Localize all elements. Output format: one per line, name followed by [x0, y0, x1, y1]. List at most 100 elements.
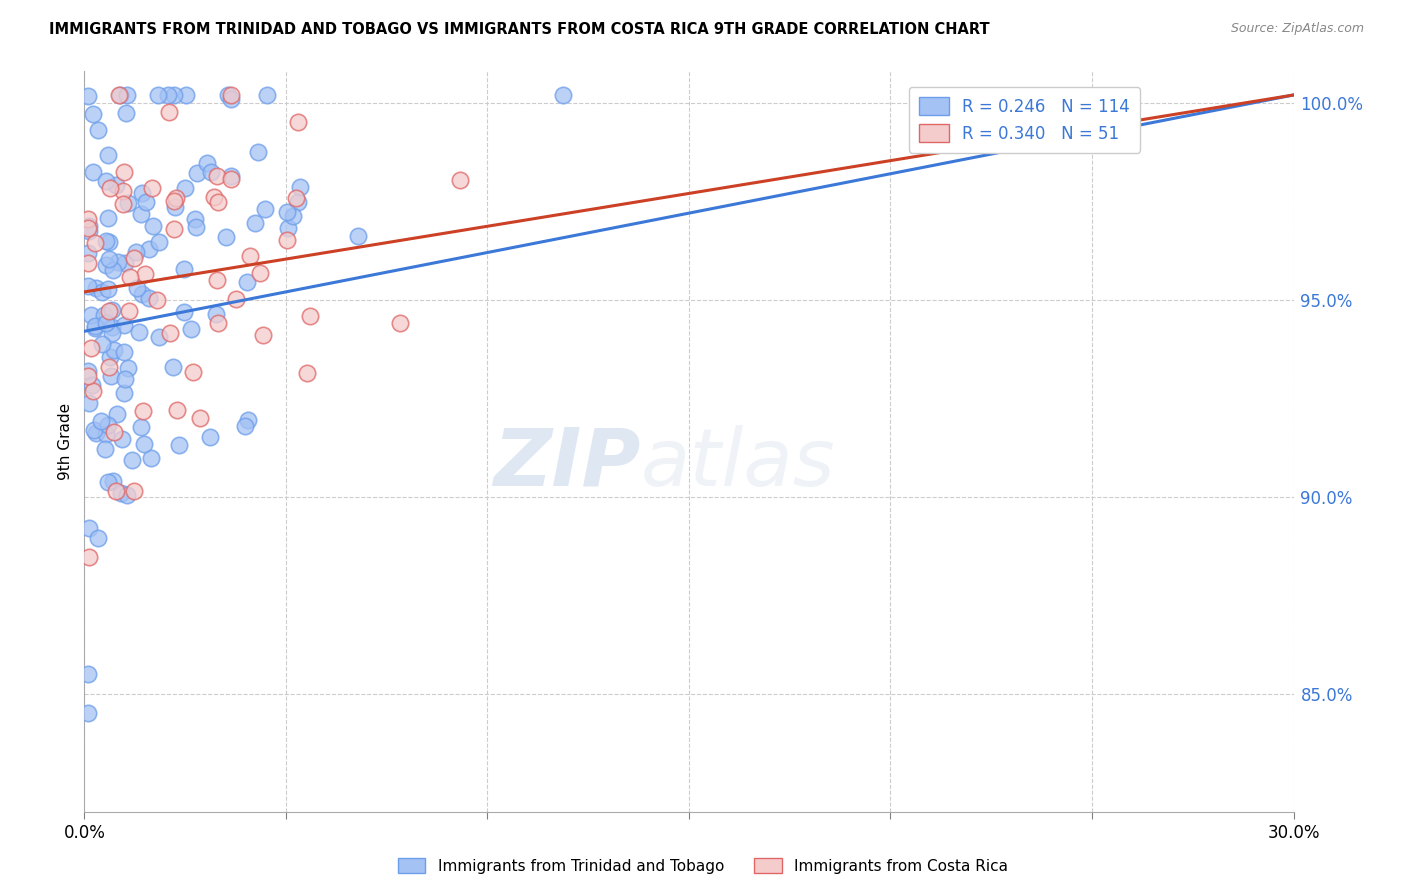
- Point: [115, 87, 138, 102]
- Point: [77, 706, 100, 721]
- Point: [141, 181, 163, 195]
- Point: [239, 249, 262, 263]
- Point: [87, 122, 110, 136]
- Point: [82, 165, 104, 179]
- Point: [103, 343, 125, 357]
- Point: [141, 219, 163, 233]
- Point: [207, 195, 229, 210]
- Point: [215, 230, 238, 244]
- Point: [236, 275, 259, 289]
- Point: [93, 308, 115, 322]
- Point: [97, 303, 120, 318]
- Point: [277, 220, 299, 235]
- Point: [281, 209, 304, 223]
- Point: [163, 222, 186, 236]
- Point: [115, 488, 138, 502]
- Point: [167, 438, 190, 452]
- Point: [159, 326, 181, 340]
- Point: [100, 320, 122, 334]
- Point: [112, 165, 135, 179]
- Point: [77, 364, 100, 378]
- Point: [252, 327, 274, 342]
- Point: [98, 235, 121, 249]
- Point: [551, 87, 574, 102]
- Text: IMMIGRANTS FROM TRINIDAD AND TOBAGO VS IMMIGRANTS FROM COSTA RICA 9TH GRADE CORR: IMMIGRANTS FROM TRINIDAD AND TOBAGO VS I…: [49, 22, 990, 37]
- Point: [79, 396, 101, 410]
- Point: [112, 385, 135, 400]
- Point: [77, 521, 100, 535]
- Point: [77, 550, 100, 565]
- Point: [236, 413, 259, 427]
- Point: [219, 169, 242, 183]
- Point: [90, 336, 112, 351]
- Point: [77, 219, 100, 233]
- Point: [162, 359, 184, 374]
- Point: [186, 220, 208, 235]
- Y-axis label: 9th Grade: 9th Grade: [58, 403, 73, 480]
- Point: [96, 211, 118, 225]
- Point: [98, 351, 121, 365]
- Point: [124, 244, 146, 259]
- Point: [108, 87, 131, 102]
- Point: [84, 321, 107, 335]
- Point: [148, 235, 170, 249]
- Legend: R = 0.246   N = 114, R = 0.340   N = 51: R = 0.246 N = 114, R = 0.340 N = 51: [910, 87, 1140, 153]
- Point: [132, 403, 155, 417]
- Point: [97, 417, 120, 432]
- Point: [104, 178, 127, 193]
- Point: [173, 304, 195, 318]
- Point: [101, 263, 124, 277]
- Point: [98, 252, 121, 267]
- Point: [96, 235, 118, 249]
- Point: [233, 419, 256, 434]
- Point: [186, 166, 208, 180]
- Point: [138, 242, 160, 256]
- Point: [77, 368, 100, 383]
- Point: [121, 453, 143, 467]
- Point: [195, 156, 218, 170]
- Point: [205, 169, 228, 183]
- Point: [148, 330, 170, 344]
- Point: [110, 486, 132, 500]
- Point: [94, 442, 117, 456]
- Point: [82, 107, 104, 121]
- Point: [243, 216, 266, 230]
- Point: [82, 384, 104, 398]
- Point: [101, 303, 124, 318]
- Point: [77, 256, 100, 270]
- Point: [139, 450, 162, 465]
- Point: [134, 436, 156, 450]
- Point: [98, 181, 121, 195]
- Legend: Immigrants from Trinidad and Tobago, Immigrants from Costa Rica: Immigrants from Trinidad and Tobago, Imm…: [392, 852, 1014, 880]
- Point: [217, 87, 239, 102]
- Point: [103, 425, 125, 439]
- Point: [91, 285, 114, 300]
- Point: [287, 115, 309, 129]
- Point: [287, 195, 309, 210]
- Point: [98, 360, 121, 375]
- Point: [156, 87, 179, 102]
- Point: [174, 181, 197, 195]
- Point: [122, 484, 145, 499]
- Point: [107, 255, 129, 269]
- Point: [100, 326, 122, 340]
- Text: ZIP: ZIP: [494, 425, 641, 503]
- Point: [122, 251, 145, 265]
- Point: [114, 106, 136, 120]
- Point: [253, 202, 276, 217]
- Point: [80, 341, 103, 355]
- Point: [347, 229, 370, 244]
- Point: [77, 211, 100, 226]
- Point: [389, 316, 412, 330]
- Point: [131, 186, 153, 201]
- Point: [94, 316, 117, 330]
- Point: [77, 245, 100, 260]
- Point: [118, 270, 141, 285]
- Point: [83, 319, 105, 334]
- Point: [165, 200, 187, 214]
- Point: [80, 308, 103, 322]
- Point: [117, 195, 139, 210]
- Point: [163, 87, 186, 102]
- Point: [105, 484, 128, 499]
- Point: [112, 318, 135, 333]
